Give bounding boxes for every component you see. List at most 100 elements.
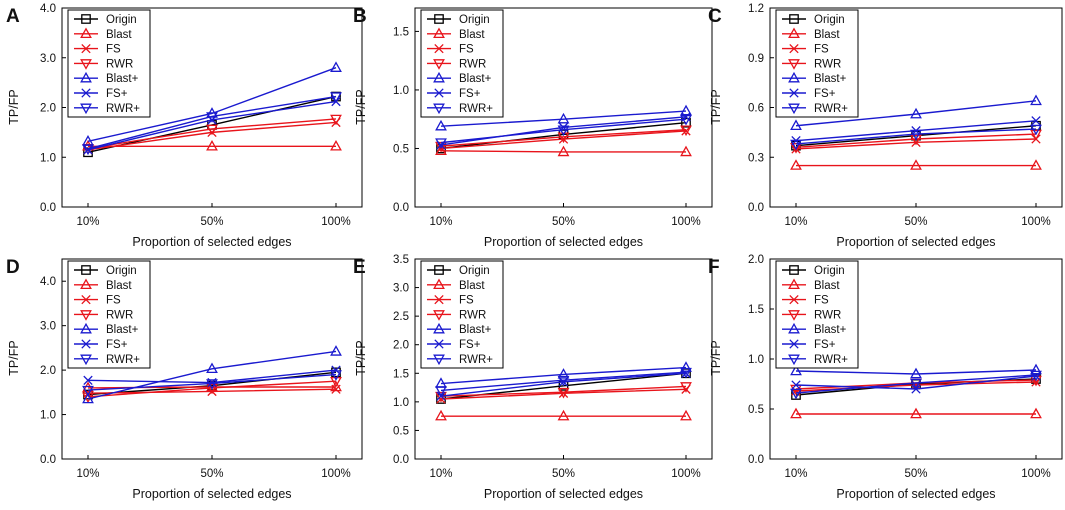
x-tick-label: 10% <box>784 216 807 228</box>
legend-label: Origin <box>459 14 490 26</box>
legend-marker <box>80 59 92 70</box>
data-point <box>330 139 342 151</box>
x-tick-label: 50% <box>200 216 223 228</box>
data-point <box>790 388 802 400</box>
data-point <box>82 381 94 393</box>
x-tick-label: 50% <box>552 216 575 228</box>
y-tick-label: 2.0 <box>40 103 56 115</box>
x-tick-label: 50% <box>904 216 927 228</box>
data-point <box>206 112 218 123</box>
legend-label: RWR <box>106 309 133 321</box>
legend-marker <box>80 278 92 290</box>
panel-E: E 0.0 0.5 1.0 1.5 2.0 2.5 3.0 3.5 10% 50% 100% Propo… <box>353 254 713 501</box>
legend-marker <box>433 71 445 83</box>
series-line <box>440 129 687 147</box>
series-blast-plus <box>435 104 692 131</box>
data-point <box>680 125 692 137</box>
x-tick-label: 10% <box>429 216 452 228</box>
legend-marker <box>434 294 444 305</box>
legend-label: Blast+ <box>106 73 139 85</box>
x-tick-label: 100% <box>321 468 350 480</box>
legend-label: FS+ <box>459 339 481 351</box>
legend-marker <box>81 265 91 275</box>
data-point <box>790 139 802 151</box>
legend-marker <box>433 103 445 115</box>
y-tick-label: 0.0 <box>748 454 764 466</box>
series-blast-plus <box>790 94 1042 130</box>
y-tick-label: 1.0 <box>748 354 764 366</box>
legend-label: RWR <box>814 58 841 70</box>
legend-marker <box>81 339 91 349</box>
legend-marker <box>434 265 444 275</box>
series-line <box>87 371 337 396</box>
x-tick-label: 10% <box>784 468 807 480</box>
legend-label: Blast <box>459 29 485 41</box>
y-axis-label: TP/FP <box>7 89 21 124</box>
legend-label: Blast <box>106 280 132 292</box>
data-point <box>435 409 447 421</box>
x-tick-label: 100% <box>1021 468 1050 480</box>
legend-label: Origin <box>106 265 137 277</box>
data-point <box>681 117 691 128</box>
legend-marker <box>788 71 800 83</box>
legend-label: Blast+ <box>459 324 492 336</box>
legend-label: FS+ <box>814 88 836 100</box>
series-line <box>795 128 1037 145</box>
data-point <box>680 367 692 379</box>
data-point <box>790 364 802 376</box>
y-tick-label: 3.0 <box>40 321 56 333</box>
legend-marker <box>80 354 92 366</box>
legend-label: Blast+ <box>106 324 139 336</box>
data-point <box>83 375 93 385</box>
y-tick-label: 2.0 <box>393 340 409 352</box>
data-point <box>557 368 570 379</box>
y-tick-label: 1.0 <box>40 410 56 422</box>
data-point <box>791 380 801 390</box>
x-axis-label: Proportion of selected edges <box>132 487 291 501</box>
series-rwr-plus <box>82 92 342 156</box>
legend-label: Blast+ <box>814 73 847 85</box>
legend-label: Origin <box>459 265 490 277</box>
data-point <box>1031 374 1041 384</box>
legend-marker <box>433 278 445 290</box>
x-tick-label: 50% <box>200 468 223 480</box>
panel-F: F 0.0 0.5 1.0 1.5 2.0 10% 50% 100% Proportion of … <box>708 254 1063 501</box>
series-blast <box>790 407 1042 419</box>
y-tick-label: 0.5 <box>393 143 409 155</box>
legend-marker <box>81 14 91 24</box>
data-point <box>680 145 692 157</box>
legend-marker <box>433 354 445 366</box>
legend-marker <box>80 103 92 115</box>
y-tick-label: 1.5 <box>393 26 409 38</box>
series-line <box>440 385 687 397</box>
series-blast-plus <box>790 363 1042 379</box>
legend-marker <box>80 71 92 83</box>
data-point <box>680 382 692 393</box>
x-tick-label: 100% <box>1021 216 1050 228</box>
legend-label: Origin <box>814 14 845 26</box>
legend-label: FS <box>814 44 829 56</box>
data-point <box>206 362 218 374</box>
legend-label: RWR+ <box>106 103 140 115</box>
data-point <box>435 119 447 131</box>
legend-label: FS+ <box>106 339 128 351</box>
series-line <box>795 369 1037 375</box>
series-line <box>87 350 337 400</box>
data-point <box>330 345 342 356</box>
data-point <box>1030 363 1042 375</box>
legend-label: Blast <box>106 29 132 41</box>
data-point <box>206 124 218 136</box>
legend-label: Blast+ <box>459 73 492 85</box>
legend-label: RWR <box>814 309 841 321</box>
data-point <box>1031 116 1041 126</box>
legend: Origin Blast FS RWR Blast+ FS+ RWR+ <box>67 260 151 369</box>
legend-marker <box>434 14 444 24</box>
series-blast <box>435 144 692 157</box>
y-tick-label: 3.0 <box>40 53 56 65</box>
legend-label: FS <box>106 44 121 56</box>
panel-letter: D <box>6 257 20 278</box>
x-tick-label: 100% <box>321 216 350 228</box>
data-point <box>1030 159 1042 170</box>
y-axis-label: TP/FP <box>354 89 368 124</box>
x-axis-label: Proportion of selected edges <box>484 235 643 249</box>
